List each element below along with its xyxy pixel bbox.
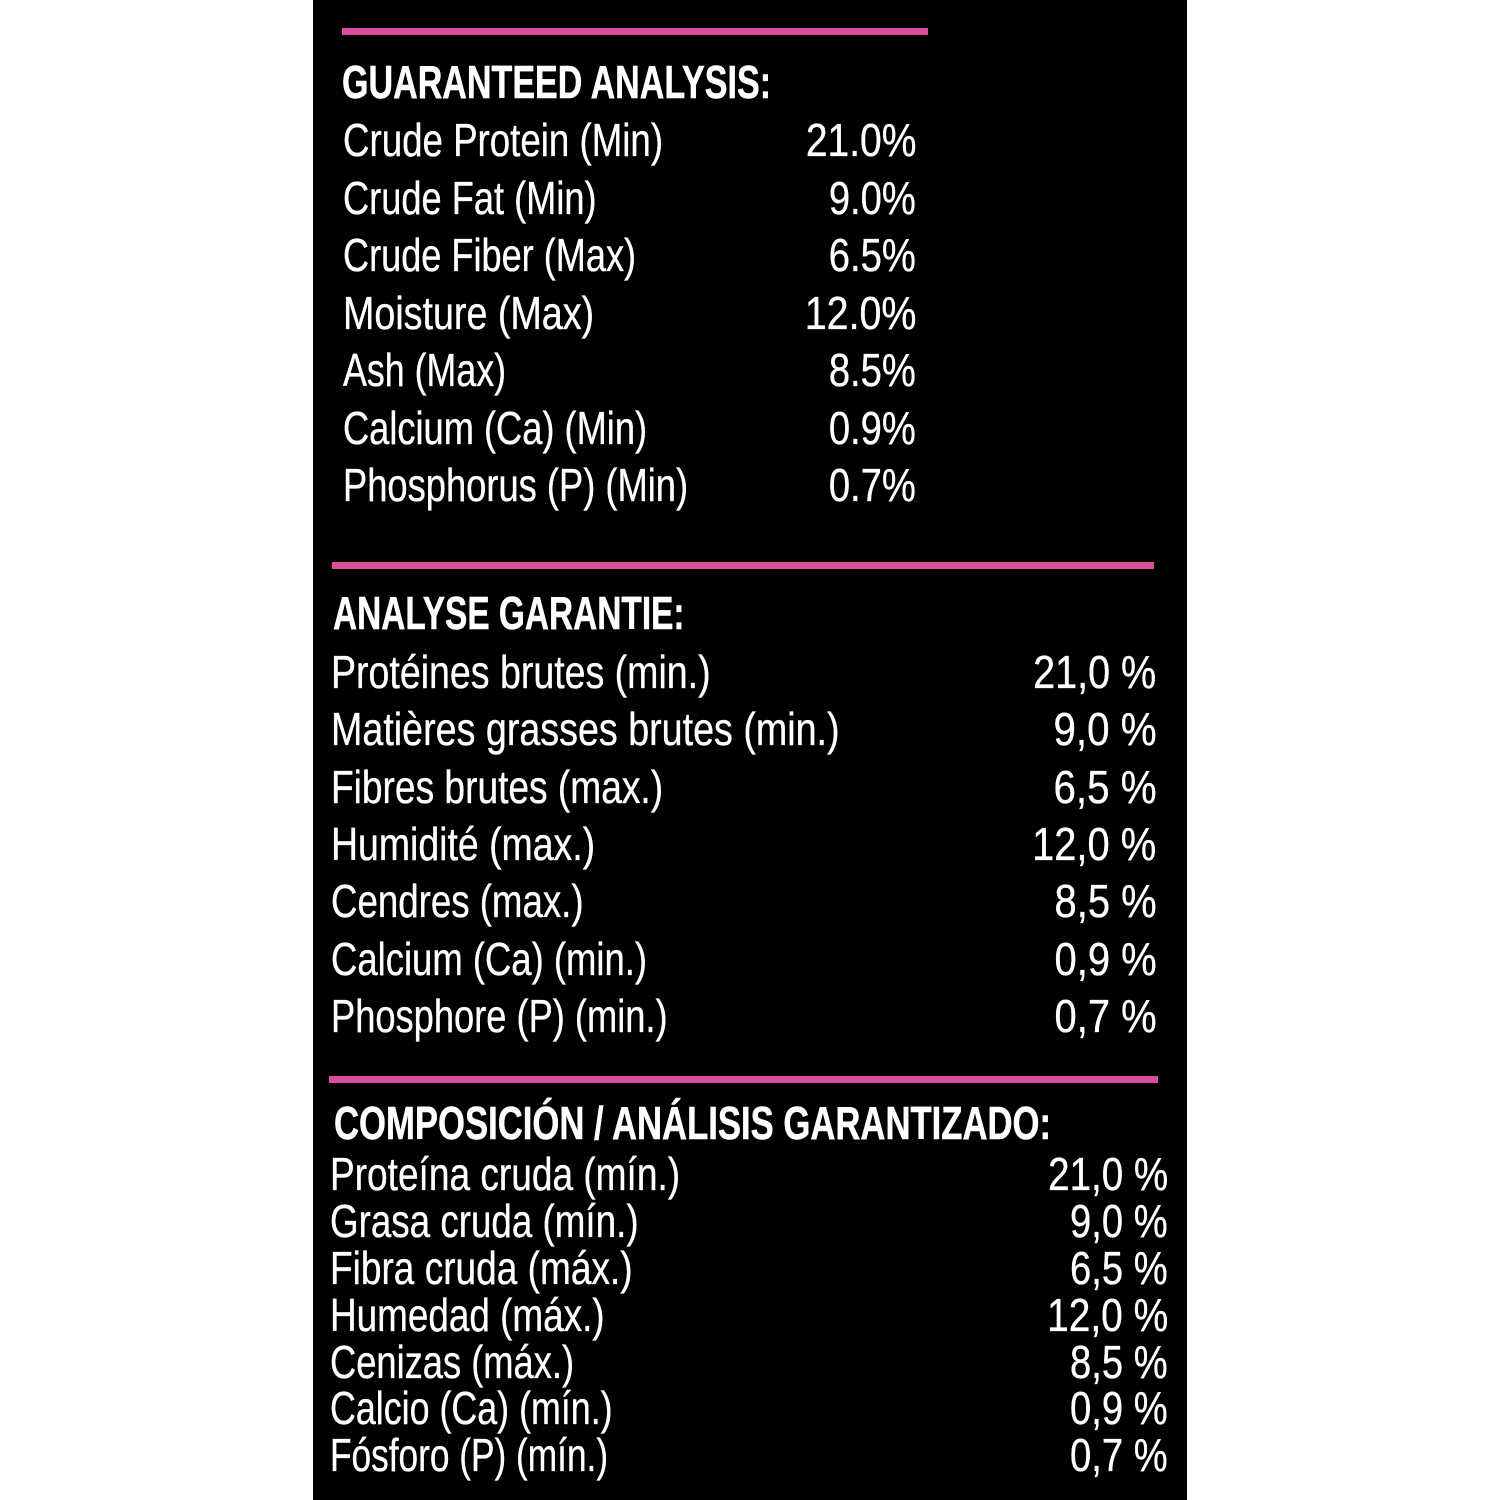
divider-line xyxy=(342,28,928,35)
analysis-row: Phosphorus (P) (Min) 0.7% xyxy=(343,462,916,508)
nutrient-value: 0,7 % xyxy=(1054,990,1157,1043)
analysis-row: Grasa cruda (mín.) 9,0 % xyxy=(329,1195,1168,1248)
divider-line xyxy=(332,562,1154,569)
analysis-row: Humidité (max.) 12,0 % xyxy=(331,821,1156,867)
analysis-row: Phosphore (P) (min.) 0,7 % xyxy=(331,993,1156,1039)
nutrient-value: 8,5 % xyxy=(1070,1335,1168,1388)
analysis-row: Calcium (Ca) (Min) 0.9% xyxy=(343,401,916,454)
nutrient-label: Crude Protein (Min) xyxy=(343,114,664,167)
nutrient-label: Cenizas (máx.) xyxy=(329,1335,574,1388)
nutrient-value: 6.5% xyxy=(828,229,916,282)
nutrient-label: Phosphorus (P) (Min) xyxy=(343,459,689,512)
nutrient-label: Humidité (max.) xyxy=(331,818,596,871)
analysis-row: Crude Fiber (Max) 6.5% xyxy=(343,232,916,278)
nutrient-label: Crude Fat (Min) xyxy=(343,171,597,224)
nutrient-value: 6,5 % xyxy=(1053,760,1157,813)
analysis-row: Crude Fat (Min) 9.0% xyxy=(343,171,916,224)
nutrient-label: Calcio (Ca) (mín.) xyxy=(329,1382,613,1435)
nutrient-value: 12,0 % xyxy=(1046,1288,1168,1341)
nutrient-label: Fibra cruda (máx.) xyxy=(329,1242,633,1295)
nutrient-label: Grasa cruda (mín.) xyxy=(329,1195,639,1248)
analysis-row: Fósforo (P) (mín.) 0,7 % xyxy=(329,1429,1168,1482)
analysis-row: Humedad (máx.) 12,0 % xyxy=(329,1288,1168,1341)
nutrient-label: Phosphore (P) (min.) xyxy=(331,990,668,1043)
analysis-row: Ash (Max) 8.5% xyxy=(343,347,916,393)
section-heading: ANALYSE GARANTIE: xyxy=(332,586,685,639)
nutrient-value: 8.5% xyxy=(828,344,916,397)
nutrient-value: 8,5 % xyxy=(1054,875,1157,928)
analysis-row: Protéines brutes (min.) 21,0 % xyxy=(331,649,1156,695)
nutrient-label: Matières grasses brutes (min.) xyxy=(331,703,840,756)
nutrient-label: Humedad (máx.) xyxy=(329,1288,605,1341)
nutrient-label: Ash (Max) xyxy=(343,344,507,397)
nutrient-label: Crude Fiber (Max) xyxy=(343,229,637,282)
nutrient-value: 12.0% xyxy=(804,286,916,339)
nutrient-value: 0,9 % xyxy=(1054,932,1157,985)
nutrient-value: 21,0 % xyxy=(1033,646,1157,699)
nutrient-label: Fósforo (P) (mín.) xyxy=(329,1429,608,1482)
nutrient-value: 9,0 % xyxy=(1070,1195,1168,1248)
analysis-row: Calcium (Ca) (min.) 0,9 % xyxy=(331,936,1156,982)
nutrient-label: Proteína cruda (mín.) xyxy=(329,1148,680,1201)
nutrient-value: 21,0 % xyxy=(1047,1148,1168,1201)
nutrient-value: 9.0% xyxy=(828,171,916,224)
analysis-row: Matières grasses brutes (min.) 9,0 % xyxy=(331,706,1156,752)
nutrient-value: 0,7 % xyxy=(1070,1429,1168,1482)
nutrient-value: 6,5 % xyxy=(1070,1242,1168,1295)
nutrient-label: Calcium (Ca) (Min) xyxy=(343,401,648,454)
nutrient-label: Moisture (Max) xyxy=(343,286,595,339)
analysis-row: Fibra cruda (máx.) 6,5 % xyxy=(329,1242,1168,1295)
nutrient-value: 0.9% xyxy=(828,401,916,454)
nutrient-value: 9,0 % xyxy=(1053,703,1157,756)
analysis-row: Proteína cruda (mín.) 21,0 % xyxy=(329,1148,1168,1201)
nutrient-label: Calcium (Ca) (min.) xyxy=(331,932,648,985)
nutrient-value: 0,9 % xyxy=(1070,1382,1168,1435)
nutrient-value: 0.7% xyxy=(828,459,916,512)
analysis-row: Calcio (Ca) (mín.) 0,9 % xyxy=(329,1382,1168,1435)
analysis-row: Cenizas (máx.) 8,5 % xyxy=(329,1335,1168,1388)
divider-line xyxy=(329,1076,1158,1083)
section-heading: COMPOSICIÓN / ANÁLISIS GARANTIZADO: xyxy=(333,1097,1051,1150)
nutrition-label-panel: GUARANTEED ANALYSIS: Crude Protein (Min)… xyxy=(313,0,1187,1500)
analysis-row: Moisture (Max) 12.0% xyxy=(343,286,916,339)
nutrient-label: Cendres (max.) xyxy=(331,875,584,928)
analysis-row: Crude Protein (Min) 21.0% xyxy=(343,117,916,163)
section-heading: GUARANTEED ANALYSIS: xyxy=(342,55,772,108)
nutrient-value: 12,0 % xyxy=(1032,818,1157,871)
analysis-row: Fibres brutes (max.) 6,5 % xyxy=(331,764,1156,810)
nutrient-label: Fibres brutes (max.) xyxy=(331,760,664,813)
nutrient-value: 21.0% xyxy=(805,114,916,167)
analysis-row: Cendres (max.) 8,5 % xyxy=(331,878,1156,924)
nutrient-label: Protéines brutes (min.) xyxy=(331,646,711,699)
